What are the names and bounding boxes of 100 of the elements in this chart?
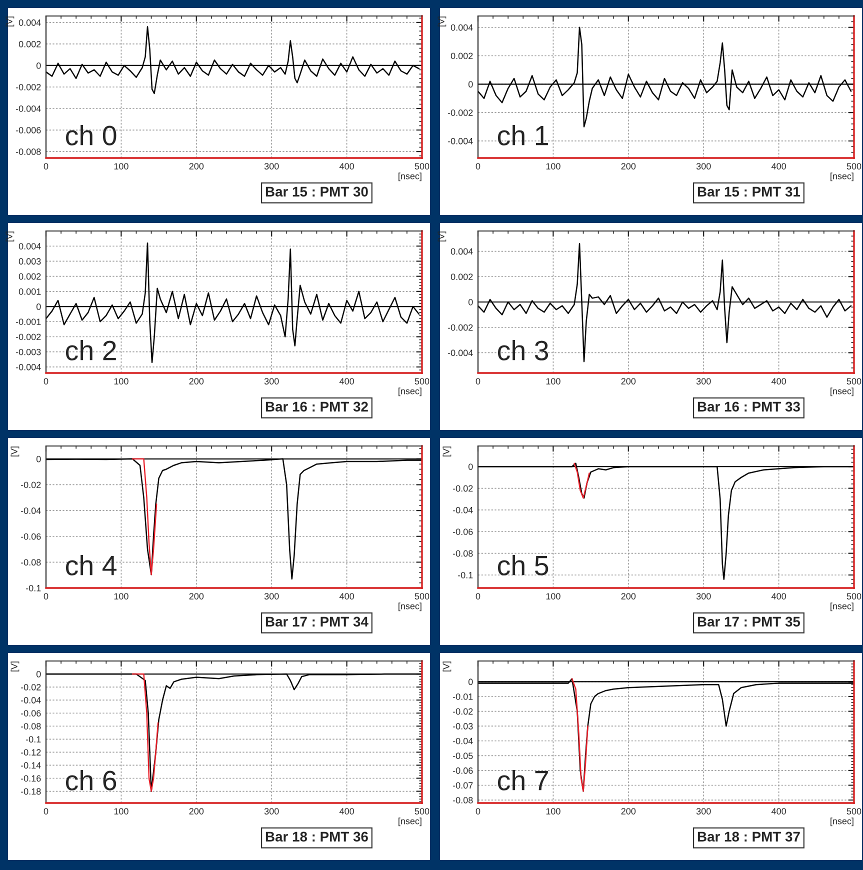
x-tick-label: 0 [44,163,48,170]
x-tick-label: 500 [846,808,862,814]
x-tick-label: 100 [546,593,560,600]
text: Bar 15 : PMT 30 [266,186,368,197]
x-tick-label: 500 [414,163,430,170]
y-tick-label: 0.003 [18,258,41,265]
y-axis-title: [V] [438,232,446,242]
annotation: ch 7 [498,770,548,790]
x-axis-title: [nsec] [830,602,854,612]
x-tick-label: 400 [339,593,354,600]
y-axis-title: [V] [10,662,20,672]
x-axis-title: [nsec] [830,172,854,182]
x-tick-label: 100 [114,378,128,384]
annotation: ch 6 [66,770,116,790]
x-tick-label: 500 [414,808,430,814]
x-tick-label: 0 [44,593,48,600]
y-axis-title: [V] [10,446,20,456]
annotation: ch 3 [498,340,548,360]
y-tick-label: 0 [468,678,473,686]
x-tick-label: 0 [476,378,480,384]
x-tick-label: 200 [189,378,204,384]
x-axis-title: [nsec] [398,388,422,396]
annotation: ch 2 [66,340,116,360]
y-tick-label: -0.002 [448,110,473,116]
x-tick-label: 200 [621,378,636,384]
y-tick-label: -0.1 [26,584,41,592]
x-tick-label: 400 [771,808,786,814]
x-tick-label: 300 [696,808,711,814]
y-axis-title: [V] [6,16,14,26]
x-tick-label: 100 [114,808,128,814]
x-tick-label: 100 [114,593,128,600]
y-tick-label: -0.02 [20,684,41,690]
y-tick-label: -0.04 [20,697,41,704]
y-tick-label: -0.003 [16,348,41,356]
y-tick-label: 0.004 [450,24,473,31]
x-tick-label: 300 [696,163,711,170]
text: Bar 17 : PMT 35 [698,616,800,627]
text: Bar 18 : PMT 36 [266,832,368,842]
x-tick-label: 300 [264,378,279,384]
text: Bar 16 : PMT 32 [266,402,368,412]
x-tick-label: 400 [339,378,354,384]
y-tick-label: -0.08 [452,797,473,804]
text: Bar 16 : PMT 33 [698,402,800,412]
x-tick-label: 500 [414,593,430,600]
x-axis-title: [nsec] [398,602,422,612]
y-tick-label: -0.002 [16,84,41,90]
y-tick-label: 0 [468,81,473,88]
y-tick-label: -0.02 [452,485,473,492]
x-axis-title: [nsec] [398,818,422,826]
y-tick-label: -0.05 [452,752,473,760]
y-tick-label: 0 [36,456,41,462]
x-tick-label: 0 [476,593,480,600]
x-tick-label: 300 [696,593,711,600]
x-tick-label: 500 [846,163,862,170]
y-tick-label: 0.004 [18,19,41,26]
x-tick-label: 500 [846,378,862,384]
x-tick-label: 300 [264,163,279,170]
annotation: ch 4 [66,555,116,576]
x-tick-label: 200 [621,808,636,814]
y-tick-label: -0.01 [452,693,473,700]
y-tick-label: -0.06 [452,528,473,535]
y-tick-label: -0.001 [16,318,41,325]
x-axis-title: [nsec] [830,818,854,826]
y-axis-title: [V] [442,446,452,456]
x-axis-title: [nsec] [398,172,422,182]
x-tick-label: 200 [621,593,636,600]
y-tick-label: -0.06 [20,533,41,540]
y-tick-label: 0 [468,298,473,306]
annotation: ch 1 [498,125,548,146]
x-tick-label: 0 [44,808,48,814]
y-tick-label: 0 [36,304,41,310]
x-axis-title: [nsec] [830,388,854,396]
y-tick-label: -0.1 [26,736,41,743]
x-tick-label: 500 [846,593,862,600]
x-tick-label: 400 [339,163,354,170]
x-tick-label: 300 [264,808,279,814]
x-tick-label: 300 [264,593,279,600]
y-tick-label: -0.008 [16,148,41,155]
y-tick-label: -0.03 [452,723,473,730]
y-tick-label: -0.04 [452,738,473,744]
x-tick-label: 0 [476,808,480,814]
y-tick-label: -0.004 [16,105,41,112]
y-tick-label: -0.02 [452,708,473,715]
y-tick-label: -0.06 [20,710,41,716]
x-tick-label: 200 [621,163,636,170]
x-tick-label: 400 [771,593,786,600]
y-tick-label: -0.08 [452,550,473,557]
y-tick-label: 0.004 [450,248,473,255]
x-tick-label: 200 [189,593,204,600]
y-tick-label: 0.002 [18,273,41,280]
y-tick-label: -0.006 [16,127,41,134]
y-tick-label: -0.1 [458,572,473,578]
y-tick-label: 0.001 [18,288,41,295]
x-tick-label: 200 [189,163,204,170]
y-tick-label: 0.002 [450,274,473,280]
y-tick-label: -0.08 [20,559,41,566]
y-tick-label: -0.004 [16,364,41,370]
y-tick-label: 0.002 [450,52,473,60]
y-tick-label: 0 [36,670,41,678]
y-axis-title: [V] [6,232,14,242]
